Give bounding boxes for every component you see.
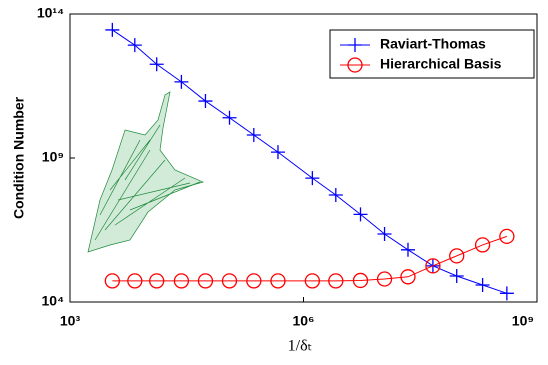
x-axis-label: 1/δₜ	[288, 338, 313, 355]
marker-plus	[401, 243, 415, 257]
marker-plus	[500, 286, 514, 300]
marker-plus	[354, 207, 368, 221]
page: Condition Number 1/δₜ 10³ 10⁶ 10⁹ 10⁴ 10⁹ 10¹…	[0, 0, 548, 365]
shuttle-illustration	[88, 92, 203, 252]
marker-plus	[198, 94, 212, 108]
marker-plus	[174, 75, 188, 89]
marker-plus	[222, 111, 236, 125]
marker-plus	[305, 171, 319, 185]
x-tick-label: 10³	[60, 313, 81, 329]
marker-plus	[271, 145, 285, 159]
marker-plus	[450, 269, 464, 283]
chart: Condition Number 1/δₜ 10³ 10⁶ 10⁹ 10⁴ 10⁹ 10¹…	[0, 0, 548, 365]
legend-label: Raviart-Thomas	[380, 36, 486, 52]
marker-plus	[329, 188, 343, 202]
marker-plus	[247, 128, 261, 142]
y-tick-label: 10⁴	[42, 293, 65, 309]
y-axis-label: Condition Number	[11, 96, 27, 219]
y-tick-label: 10⁹	[42, 149, 64, 165]
x-tick-label: 10⁶	[292, 313, 314, 329]
marker-plus	[378, 227, 392, 241]
legend-label: Hierarchical Basis	[380, 56, 502, 72]
marker-circle	[500, 229, 514, 243]
marker-plus	[476, 278, 490, 292]
y-tick-label: 10¹⁴	[37, 5, 64, 21]
x-tick-label: 10⁹	[512, 313, 534, 329]
marker-plus	[105, 23, 119, 37]
